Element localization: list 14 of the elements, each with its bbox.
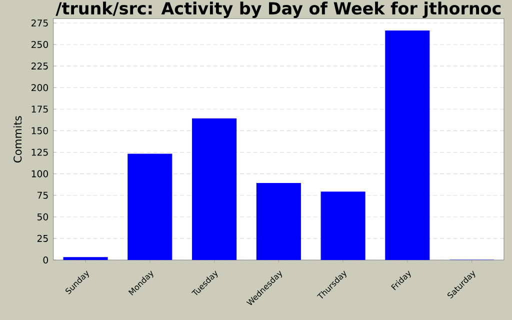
y-tick-label: 250 xyxy=(32,40,48,48)
y-tick-label: 0 xyxy=(43,256,48,264)
chart-title: /trunk/src: Activity by Day of Week for jthornoc xyxy=(56,2,501,18)
y-tick-label: 200 xyxy=(32,84,48,92)
y-tick-label: 225 xyxy=(32,62,48,70)
y-axis-title: Commits xyxy=(13,116,22,162)
y-tick-label: 150 xyxy=(32,127,48,134)
y-tick-label: 50 xyxy=(37,213,48,220)
y-tick-label: 100 xyxy=(32,170,48,178)
y-tick-label: 275 xyxy=(32,19,48,26)
y-tick-label: 175 xyxy=(32,106,48,113)
y-tick-label: 25 xyxy=(37,234,48,242)
y-tick-label: 125 xyxy=(32,148,48,156)
y-tick-label: 75 xyxy=(38,192,48,199)
